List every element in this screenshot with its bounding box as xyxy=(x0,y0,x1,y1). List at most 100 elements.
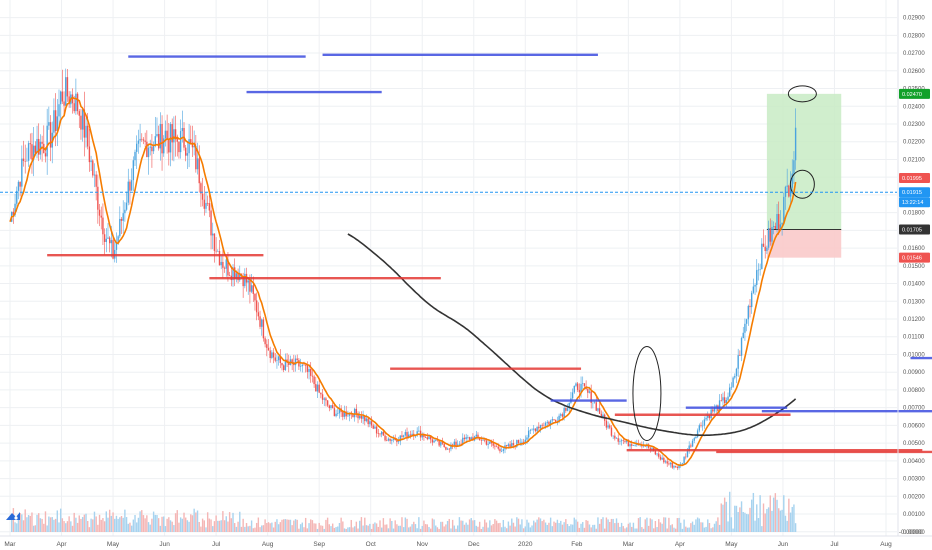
candle-body xyxy=(558,415,560,423)
candle-body xyxy=(418,430,420,432)
candle-body xyxy=(688,445,690,452)
candle-body xyxy=(178,141,180,153)
volume-bar xyxy=(517,518,520,532)
candle-body xyxy=(756,270,758,286)
candle-body xyxy=(206,202,209,204)
candle-body xyxy=(631,444,633,446)
volume-bar xyxy=(39,518,42,532)
candle-body xyxy=(620,440,623,442)
volume-bar xyxy=(512,522,515,532)
candle-body xyxy=(49,122,52,148)
candle-body xyxy=(541,424,543,426)
candle-body xyxy=(294,358,297,366)
candle-body xyxy=(658,453,660,457)
volume-bar xyxy=(582,522,584,532)
candle-body xyxy=(566,408,569,411)
candle-body xyxy=(750,292,753,308)
volume-bar xyxy=(435,525,437,532)
volume-bar xyxy=(61,518,64,532)
candle-body xyxy=(239,273,241,281)
volume-bar xyxy=(566,523,569,532)
volume-bar xyxy=(97,524,99,532)
candle-body xyxy=(364,415,366,422)
candle-body xyxy=(97,186,99,210)
candle-body xyxy=(32,145,35,160)
horizontal-levels[interactable] xyxy=(47,53,932,491)
volume-bar xyxy=(600,519,603,532)
volume-bar xyxy=(490,525,493,532)
volume-bar xyxy=(478,521,481,532)
volume-bar xyxy=(745,513,748,532)
volume-bar xyxy=(595,528,597,532)
x-tick-label: Apr xyxy=(675,541,686,548)
candle-body xyxy=(408,434,410,438)
candle-body xyxy=(664,461,667,463)
candle-body xyxy=(512,443,515,446)
volume-bar xyxy=(51,517,53,532)
candle-body xyxy=(482,439,484,441)
candle-body xyxy=(772,226,775,228)
volume-bar xyxy=(288,519,290,532)
volume-bar xyxy=(590,527,592,532)
volume-bar xyxy=(580,523,582,532)
volume-bar xyxy=(529,527,532,532)
volume-bar xyxy=(176,510,178,532)
volume-bar xyxy=(632,522,635,532)
volume-bar xyxy=(556,519,559,532)
volume-bar xyxy=(674,528,677,532)
candle-body xyxy=(443,443,445,448)
volume-bar xyxy=(774,493,777,532)
volume-bar xyxy=(269,523,271,532)
volume-bar xyxy=(794,523,797,532)
candle-body xyxy=(282,365,285,371)
volume-bar xyxy=(87,521,89,532)
candle-body xyxy=(450,444,452,450)
volume-bar xyxy=(119,517,121,532)
volume-bar xyxy=(186,520,189,532)
volume-bar xyxy=(174,513,177,532)
volume-bar xyxy=(120,516,123,532)
volume-bar xyxy=(308,523,310,532)
candle-body xyxy=(445,447,447,450)
candle-body xyxy=(127,181,129,203)
volume-bar xyxy=(65,523,67,532)
volume-bar xyxy=(279,522,282,532)
candle-body xyxy=(151,146,153,152)
candle-body xyxy=(337,413,339,414)
candle-body xyxy=(102,217,104,235)
volume-bar xyxy=(740,501,743,532)
y-tick-label: 0.00700 xyxy=(903,406,925,412)
candle-body xyxy=(367,418,369,425)
candle-body xyxy=(783,196,785,223)
candle-body xyxy=(771,227,773,242)
volume-bar xyxy=(783,495,785,532)
volume-bar xyxy=(451,519,454,532)
volume-bar xyxy=(414,524,417,532)
volume-bar xyxy=(438,528,440,532)
volume-bar xyxy=(272,527,275,532)
price-tag xyxy=(899,224,930,235)
volume-bar xyxy=(480,528,483,532)
time-axis[interactable]: Mar Apr May Jun Jul Aug Sep Oct Nov Dec 2020 Feb Mar… xyxy=(4,541,892,548)
volume-bar xyxy=(369,523,371,532)
candle-body xyxy=(335,413,337,417)
candle-body xyxy=(65,77,67,106)
candle-body xyxy=(612,435,614,437)
candle-body xyxy=(222,261,224,268)
candle-body xyxy=(117,236,119,242)
volume-bar xyxy=(161,516,163,532)
candle-body xyxy=(75,93,77,112)
volume-bar xyxy=(455,528,457,532)
volume-bar xyxy=(345,528,347,532)
volume-bar xyxy=(698,518,701,532)
volume-bar xyxy=(122,517,124,532)
y-tick-label: 0.01400 xyxy=(903,282,925,288)
volume-bar xyxy=(722,504,724,532)
candle-body xyxy=(213,233,216,251)
candle-body xyxy=(325,398,327,401)
candle-body xyxy=(421,434,423,438)
volume-bar xyxy=(382,518,385,532)
volume-bar xyxy=(259,527,261,532)
candle-body xyxy=(190,139,192,143)
